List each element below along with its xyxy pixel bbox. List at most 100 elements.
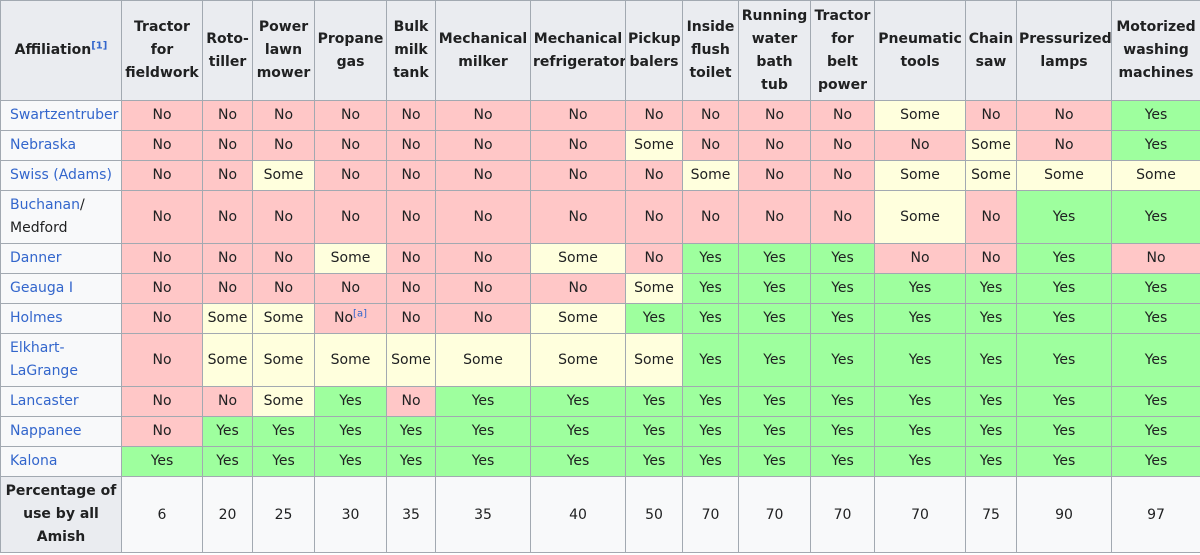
percentage-label: Percentage of use by all Amish — [0, 476, 122, 553]
usage-cell: No — [1111, 243, 1200, 274]
usage-cell: Yes — [314, 416, 387, 447]
usage-value: Yes — [566, 393, 590, 409]
usage-value: No — [152, 250, 172, 266]
usage-value: No — [568, 280, 588, 296]
usage-cell: Some — [965, 160, 1017, 191]
usage-cell: No — [435, 243, 531, 274]
usage-value: Yes — [831, 280, 854, 296]
affiliation-reference-link[interactable]: [1] — [91, 40, 108, 52]
affiliation-link[interactable]: Buchanan — [10, 197, 80, 213]
usage-value: No — [401, 280, 421, 296]
usage-value: Yes — [1052, 250, 1076, 266]
table-header: Affiliation[1] Tractor for fieldwork Roto-t… — [0, 0, 1200, 101]
usage-cell: Yes — [810, 333, 875, 387]
usage-cell: Yes — [1111, 273, 1200, 304]
usage-value: No — [644, 167, 664, 183]
affiliation-separator: / — [79, 197, 85, 213]
usage-value: No — [217, 208, 238, 225]
usage-cell: Yes — [530, 446, 626, 477]
usage-cell: Yes — [1111, 303, 1200, 334]
usage-value: Yes — [566, 423, 590, 439]
usage-cell: Yes — [252, 446, 315, 477]
affiliation-cell: Kalona — [0, 446, 122, 477]
usage-cell: Some — [252, 333, 315, 387]
usage-value: Some — [971, 137, 1011, 153]
affiliation-link[interactable]: Kalona — [10, 453, 58, 469]
affiliation-link[interactable]: Lancaster — [10, 393, 79, 409]
usage-cell: No — [121, 100, 203, 131]
usage-cell: Yes — [625, 416, 683, 447]
usage-cell: No — [435, 273, 531, 304]
usage-cell: Some — [252, 303, 315, 334]
affiliation-link[interactable]: Holmes — [10, 310, 63, 326]
percentage-label-line: Percentage of — [5, 483, 117, 499]
column-header-line: Bulk — [393, 19, 429, 35]
column-header-line: Tractor — [814, 7, 871, 24]
column-header-line: milker — [458, 53, 508, 70]
usage-value: Yes — [763, 423, 786, 439]
usage-cell: Yes — [1111, 386, 1200, 417]
usage-value: Yes — [699, 310, 722, 326]
usage-value: Yes — [979, 280, 1003, 296]
usage-value: No — [273, 137, 294, 153]
column-header-line: machines — [1118, 65, 1194, 81]
usage-value: Some — [634, 280, 674, 296]
affiliation-link[interactable]: Swiss (Adams) — [10, 167, 112, 183]
usage-cell: No — [202, 100, 253, 131]
usage-cell: No — [121, 273, 203, 304]
percentage-cell: 70 — [874, 476, 966, 553]
usage-value: Yes — [1144, 208, 1168, 225]
affiliation-cell: Lancaster — [0, 386, 122, 417]
usage-value: No — [152, 137, 172, 153]
usage-value: Some — [1044, 167, 1084, 183]
usage-cell: Yes — [682, 243, 739, 274]
usage-value: Yes — [699, 280, 722, 296]
usage-value: No — [473, 250, 493, 266]
percentage-cell: 35 — [435, 476, 531, 553]
table-row: Nebraska No No No No No No No Some No No No No Some No… — [0, 130, 1200, 161]
column-header: Motorized washing machines — [1111, 0, 1200, 101]
usage-cell: Yes — [874, 303, 966, 334]
column-header-line: tub — [761, 76, 788, 93]
affiliation-link[interactable]: Danner — [10, 250, 62, 266]
affiliation-link[interactable]: Nappanee — [10, 423, 82, 439]
usage-value: No — [152, 393, 172, 409]
table-row: Nappanee No Yes Yes Yes Yes Yes Yes Yes Yes Yes Yes… — [0, 416, 1200, 447]
affiliation-link[interactable]: Nebraska — [10, 137, 77, 153]
usage-value: Yes — [699, 393, 722, 409]
affiliation-link[interactable]: Geauga I — [10, 280, 73, 296]
usage-value: Yes — [979, 351, 1003, 368]
usage-value: Yes — [216, 453, 239, 469]
usage-cell: Yes — [874, 416, 966, 447]
usage-value: No — [473, 107, 493, 123]
column-header-line: flush — [691, 42, 730, 58]
usage-cell: Yes — [965, 386, 1017, 417]
usage-value: Some — [330, 351, 371, 368]
usage-cell: No — [252, 130, 315, 161]
usage-value: No — [217, 393, 238, 409]
affiliation-header: Affiliation[1] — [0, 0, 122, 101]
usage-cell: No — [202, 130, 253, 161]
usage-value: No — [764, 107, 785, 123]
usage-cell: Yes — [965, 273, 1017, 304]
usage-cell: No — [314, 273, 387, 304]
usage-value: Yes — [763, 310, 786, 326]
usage-value: Yes — [1052, 393, 1076, 409]
usage-value: No — [401, 208, 421, 225]
usage-cell: Yes — [682, 416, 739, 447]
footnote-link[interactable]: [a] — [353, 308, 367, 320]
column-header-line: gas — [336, 53, 365, 70]
usage-cell: Yes — [1016, 333, 1112, 387]
affiliation-link[interactable]: Elkhart- — [10, 340, 65, 356]
usage-cell: Yes — [202, 446, 253, 477]
affiliation-link[interactable]: Swartzentruber — [10, 107, 119, 123]
column-header-line: Motorized — [1116, 19, 1196, 35]
affiliation-link[interactable]: LaGrange — [10, 363, 78, 379]
column-header-line: Pneumatic — [878, 30, 962, 47]
usage-cell: Yes — [1016, 273, 1112, 304]
usage-cell: No — [202, 243, 253, 274]
usage-cell: No — [530, 273, 626, 304]
usage-value: Some — [391, 351, 431, 368]
usage-cell: Some — [530, 333, 626, 387]
usage-cell: No — [252, 100, 315, 131]
